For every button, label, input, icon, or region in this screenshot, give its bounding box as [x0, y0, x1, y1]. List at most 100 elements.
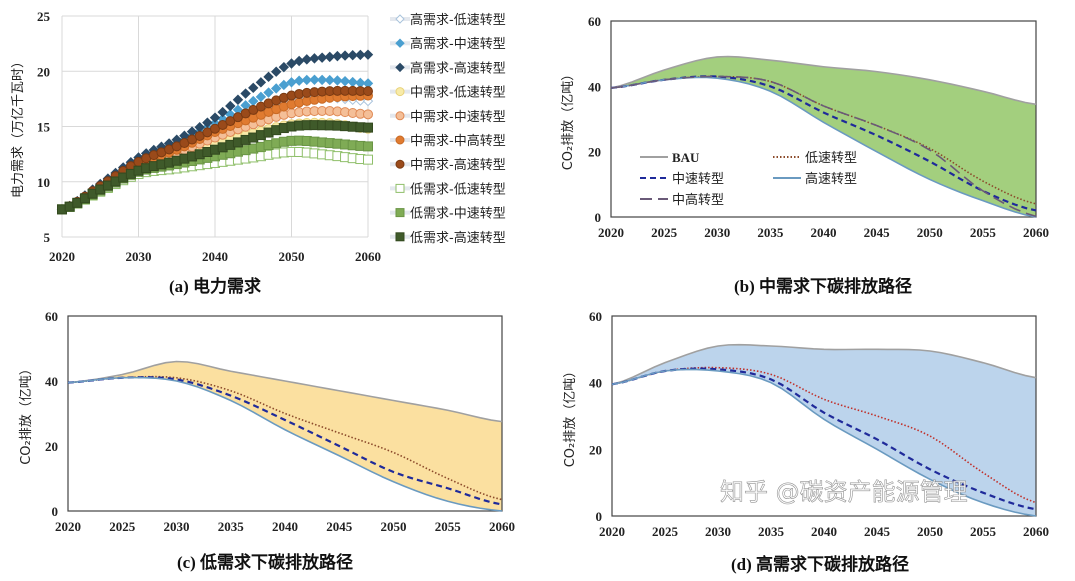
data-point: [363, 86, 373, 97]
legend-label: 低需求-低速转型: [410, 182, 506, 197]
plot-frame: [67, 315, 503, 512]
x-tick-label: 2055: [970, 524, 997, 539]
series-line: [610, 75, 1037, 218]
x-tick-label: 2035: [758, 524, 785, 539]
legend-marker: [395, 14, 405, 24]
series-line: [67, 376, 503, 512]
legend-marker: [395, 62, 405, 73]
x-tick-label: 2035: [757, 225, 784, 240]
series-line: [611, 368, 1037, 517]
legend-label: 低需求-中速转型: [410, 207, 506, 222]
data-point: [362, 49, 374, 60]
legend-label: 低速转型: [805, 151, 857, 166]
data-point: [363, 141, 373, 152]
y-axis-label: CO₂排放（亿吨）: [563, 365, 578, 468]
legend-marker: [395, 135, 405, 145]
series-0: [610, 55, 1037, 106]
y-tick-label: 0: [52, 504, 59, 519]
x-tick-label: 2020: [49, 249, 75, 264]
series-line: [611, 343, 1037, 386]
legend-item: 高速转型: [773, 171, 857, 187]
plot-frame: [610, 20, 1037, 218]
data-point: [363, 109, 373, 120]
legend-label: 中需求-高速转型: [410, 157, 506, 173]
data-point: [263, 87, 274, 98]
x-tick-label: 2040: [811, 524, 837, 539]
data-point: [332, 50, 343, 62]
y-tick-label: 5: [44, 230, 51, 245]
legend-marker: [395, 38, 405, 48]
x-tick-label: 2050: [917, 225, 943, 240]
legend-label: BAU: [672, 150, 700, 165]
x-tick-label: 2020: [55, 519, 81, 534]
legend-item: 高需求-中速转型: [390, 36, 506, 52]
y-axis-label: CO₂排放（亿吨）: [561, 68, 576, 171]
data-point: [286, 58, 297, 69]
data-point: [316, 74, 328, 86]
plot-frame: [611, 315, 1037, 517]
series-1: [611, 366, 1037, 504]
legend-item: 中需求-中高转型: [390, 133, 506, 149]
legend-label: 低需求-高速转型: [410, 230, 506, 246]
legend-marker: [395, 111, 405, 121]
x-tick-label: 2050: [917, 524, 943, 539]
x-tick-label: 2045: [864, 524, 891, 539]
series-9: [57, 120, 373, 215]
panel-a: 2020 2030 2040 2050 2060 5 10 15 20 25 电力需求（万亿千瓦时）…: [11, 9, 506, 296]
legend-item: 中需求-中速转型: [390, 110, 506, 125]
series-line: [67, 360, 503, 423]
data-point: [347, 76, 358, 88]
series-0: [67, 360, 503, 423]
data-point: [347, 49, 358, 61]
data-point: [202, 117, 213, 128]
data-point: [324, 74, 335, 86]
data-point: [332, 75, 343, 86]
data-point: [225, 116, 236, 127]
x-tick-label: 2025: [651, 225, 678, 240]
series-line: [67, 375, 503, 501]
series-1: [67, 375, 503, 501]
data-point: [309, 53, 320, 64]
data-point: [270, 66, 282, 77]
y-tick-label: 20: [588, 145, 601, 160]
data-point: [324, 51, 335, 63]
legend-marker: [395, 183, 405, 193]
y-tick-label: 40: [45, 374, 58, 389]
data-point: [309, 74, 320, 85]
y-tick-label: 25: [37, 9, 51, 24]
y-axis-label: CO₂排放（亿吨）: [19, 362, 34, 465]
panel-b: 2020 2025 2030 2035 2040 2045 2050 2055 20600204…: [561, 14, 1049, 296]
x-tick-label: 2055: [435, 519, 462, 534]
data-point: [248, 95, 259, 107]
data-point: [209, 112, 221, 123]
y-tick-label: 15: [37, 120, 51, 135]
x-tick-label: 2035: [218, 519, 245, 534]
legend-label: 中需求-低速转型: [410, 86, 506, 101]
x-tick-label: 2020: [599, 524, 625, 539]
data-point: [301, 54, 313, 65]
series-3: [67, 376, 503, 512]
data-point: [339, 50, 351, 61]
legend-label: 高需求-中速转型: [410, 36, 506, 52]
series-line: [611, 366, 1037, 504]
legend-item: 中需求-高速转型: [390, 157, 506, 173]
series-line: [610, 75, 1037, 205]
y-tick-label: 20: [37, 64, 50, 79]
panel-c: 2020 2025 2030 2035 2040 2045 2050 2055 20600204…: [19, 309, 515, 572]
series-0: [611, 343, 1037, 386]
legend-item: 中需求-低速转型: [390, 86, 506, 101]
legend-label: 高速转型: [805, 171, 857, 187]
data-point: [355, 49, 366, 61]
x-tick-label: 2030: [164, 519, 190, 534]
legend-item: 高需求-高速转型: [390, 60, 506, 76]
legend-item: 高需求-低速转型: [390, 12, 506, 28]
y-tick-label: 0: [596, 509, 603, 524]
data-point: [278, 61, 290, 73]
x-tick-label: 2060: [1023, 524, 1049, 539]
series-3: [611, 368, 1037, 517]
data-point: [240, 88, 251, 99]
y-tick-label: 60: [589, 309, 602, 324]
x-tick-label: 2040: [811, 225, 837, 240]
data-point: [293, 75, 305, 86]
